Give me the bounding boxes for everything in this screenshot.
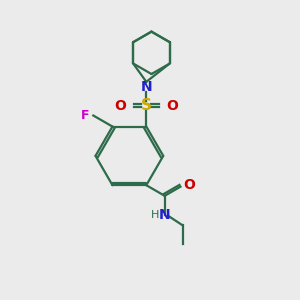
Text: O: O	[114, 99, 126, 113]
Text: O: O	[183, 178, 195, 192]
Text: O: O	[166, 99, 178, 113]
Text: S: S	[141, 98, 152, 113]
Text: N: N	[140, 80, 152, 94]
Text: H: H	[150, 210, 159, 220]
Text: F: F	[81, 109, 90, 122]
Text: N: N	[159, 208, 170, 222]
